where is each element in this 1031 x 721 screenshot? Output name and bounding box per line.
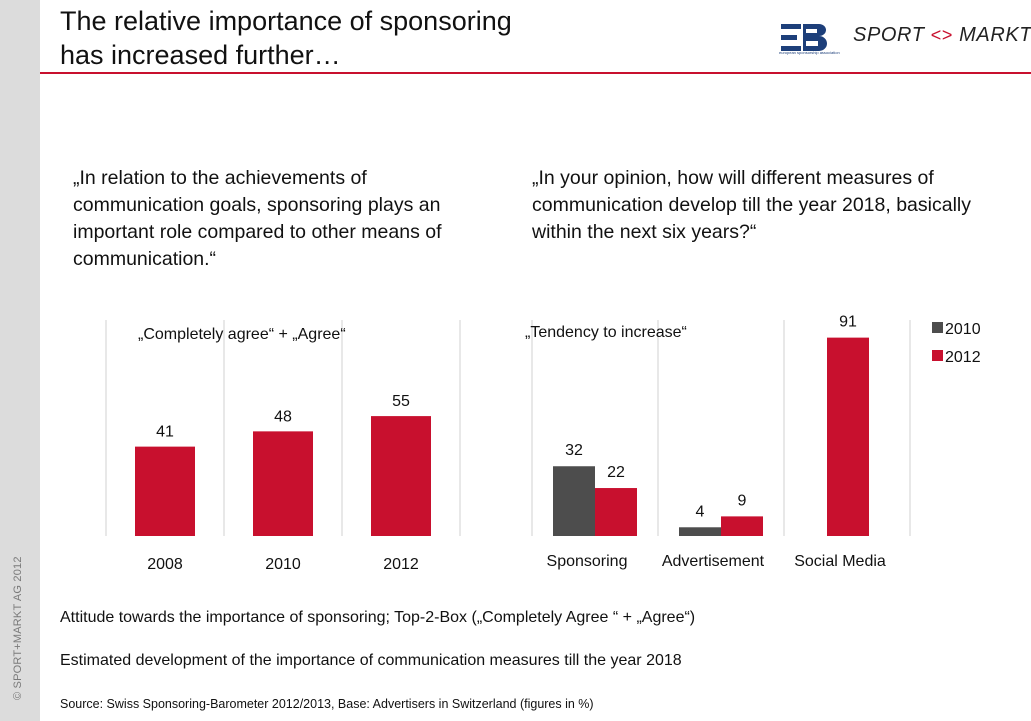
left-chart-subtitle: „Completely agree“ + „Agree“ — [138, 326, 346, 343]
logo-arrows-icon: <> — [930, 25, 953, 45]
left-bar-label-2010: 48 — [274, 408, 292, 425]
left-sidebar — [0, 0, 40, 721]
right-bar-label-advertisement-2010: 4 — [696, 503, 705, 520]
left-bar-label-2008: 41 — [156, 424, 174, 441]
left-bar-2012 — [371, 416, 431, 536]
legend-swatch-2012 — [932, 350, 943, 361]
left-x-tick-2010: 2010 — [265, 556, 301, 573]
right-x-tick-social-media: Social Media — [794, 553, 886, 570]
question-left: „In relation to the achievements of comm… — [73, 167, 442, 270]
right-bar-sponsoring-2012 — [595, 488, 637, 536]
title-underline — [40, 72, 1031, 74]
left-bar-label-2012: 55 — [392, 393, 410, 410]
legend-label-2012: 2012 — [945, 349, 981, 366]
left-bar-2010 — [253, 431, 313, 536]
note-right-chart: Estimated development of the importance … — [60, 652, 682, 669]
left-x-tick-2012: 2012 — [383, 556, 419, 573]
sport-markt-logo: SPORT <> MARKT — [853, 24, 1031, 47]
legend-label-2010: 2010 — [945, 321, 981, 338]
logo-sport-text: SPORT — [853, 24, 925, 46]
right-bar-label-social-media-2012: 91 — [839, 314, 857, 331]
legend-swatch-2010 — [932, 322, 943, 333]
right-x-tick-sponsoring: Sponsoring — [547, 553, 628, 570]
esa-logo-icon — [781, 24, 827, 51]
right-bar-sponsoring-2010 — [553, 466, 595, 536]
right-bar-social-media-2012 — [827, 337, 869, 536]
right-bar-label-advertisement-2012: 9 — [738, 492, 747, 509]
logo-markt-text: MARKT — [959, 24, 1031, 46]
left-bar-2008 — [135, 446, 195, 536]
source-line: Source: Swiss Sponsoring-Barometer 2012/… — [60, 697, 594, 711]
right-bar-advertisement-2012 — [721, 516, 763, 536]
left-x-tick-2008: 2008 — [147, 556, 183, 573]
esa-logo-tagline: european sponsorship association — [779, 50, 840, 55]
note-left-chart: Attitude towards the importance of spons… — [60, 609, 696, 626]
right-bar-label-sponsoring-2012: 22 — [607, 464, 625, 481]
question-right: „In your opinion, how will different mea… — [532, 167, 971, 243]
title-line-1: The relative importance of sponsoring — [60, 6, 512, 36]
right-bar-label-sponsoring-2010: 32 — [565, 442, 583, 459]
right-bar-advertisement-2010 — [679, 527, 721, 536]
right-chart-subtitle: „Tendency to increase“ — [525, 324, 687, 341]
right-x-tick-advertisement: Advertisement — [662, 553, 765, 570]
title-line-2: has increased further… — [60, 40, 341, 70]
page-title: The relative importance of sponsoring ha… — [60, 4, 512, 72]
